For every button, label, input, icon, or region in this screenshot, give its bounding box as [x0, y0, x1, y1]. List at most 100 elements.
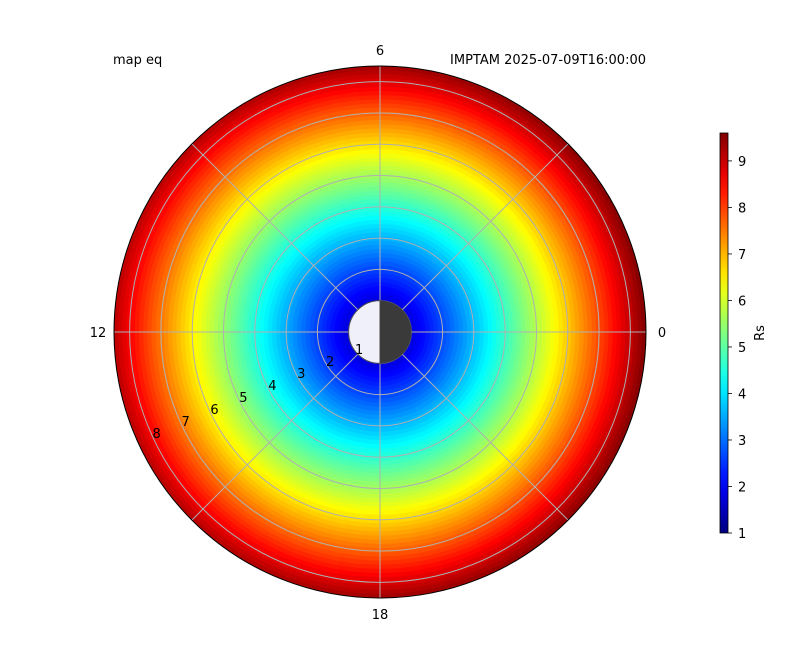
heatmap-cell	[299, 155, 318, 168]
heatmap-cell	[297, 294, 305, 305]
heatmap-cell	[365, 367, 371, 373]
heatmap-cell	[465, 338, 472, 348]
heatmap-cell	[380, 489, 396, 495]
heatmap-cell	[231, 293, 240, 309]
heatmap-cell	[494, 247, 507, 262]
heatmap-cell	[432, 122, 455, 133]
heatmap-cell	[477, 378, 487, 391]
heatmap-cell	[247, 211, 263, 227]
heatmap-cell	[299, 279, 309, 290]
heatmap-cell	[162, 255, 173, 278]
heatmap-cell	[229, 318, 236, 334]
heatmap-cell	[226, 457, 244, 475]
heatmap-cell	[489, 372, 499, 385]
heatmap-cell	[369, 368, 374, 374]
heatmap-cell	[341, 227, 354, 235]
heatmap-cell	[462, 371, 472, 383]
heatmap-cell	[342, 429, 355, 438]
heatmap-cell	[260, 398, 272, 413]
heatmap-cell	[296, 338, 303, 348]
heatmap-cell	[306, 239, 319, 250]
heatmap-cell	[499, 272, 510, 287]
heatmap-cell	[437, 407, 448, 418]
heatmap-cell	[231, 196, 248, 214]
heatmap-cell	[271, 359, 279, 372]
heatmap-cell	[582, 311, 589, 332]
heatmap-cell	[288, 169, 307, 182]
heatmap-cell	[487, 236, 500, 251]
heatmap-cell	[451, 201, 467, 213]
heatmap-cell	[368, 269, 375, 275]
heatmap-cell	[366, 476, 382, 483]
heatmap-cell	[155, 351, 164, 374]
heatmap-cell	[516, 413, 529, 431]
heatmap-cell	[533, 256, 545, 274]
heatmap-cell	[500, 352, 508, 366]
heatmap-cell	[280, 398, 292, 411]
heatmap-cell	[286, 165, 305, 179]
heatmap-cell	[234, 236, 248, 253]
heatmap-cell	[241, 467, 259, 484]
heatmap-cell	[206, 429, 222, 449]
heatmap-cell	[269, 213, 284, 228]
heatmap-cell	[485, 290, 493, 303]
heatmap-cell	[422, 251, 433, 261]
heatmap-cell	[534, 171, 553, 191]
heatmap-cell	[521, 486, 541, 505]
heatmap-cell	[336, 171, 353, 180]
heatmap-cell	[418, 472, 435, 482]
heatmap-cell	[296, 332, 302, 341]
heatmap-cell	[344, 460, 359, 468]
heatmap-cell	[500, 330, 506, 343]
heatmap-cell	[380, 418, 389, 425]
heatmap-cell	[238, 282, 248, 297]
heatmap-cell	[258, 386, 270, 400]
heatmap-cell	[465, 175, 483, 190]
heatmap-cell	[345, 257, 355, 265]
heatmap-cell	[383, 285, 389, 292]
heatmap-cell	[323, 536, 346, 546]
heatmap-cell	[483, 501, 504, 517]
heatmap-cell	[320, 548, 344, 559]
heatmap-cell	[213, 425, 228, 444]
heatmap-cell	[342, 468, 357, 477]
heatmap-cell	[450, 331, 456, 339]
heatmap-cell	[449, 423, 462, 435]
heatmap-cell	[271, 313, 278, 324]
heatmap-cell	[172, 349, 180, 371]
heatmap-cell	[178, 260, 189, 282]
heatmap-cell	[309, 450, 324, 462]
heatmap-cell	[228, 169, 247, 187]
heatmap-cell	[369, 219, 380, 225]
heatmap-cell	[419, 240, 431, 250]
heatmap-cell	[263, 410, 276, 425]
heatmap-cell	[574, 257, 586, 279]
heatmap-cell	[568, 401, 581, 422]
heatmap-cell	[412, 134, 432, 144]
heatmap-cell	[437, 226, 450, 237]
heatmap-cell	[494, 261, 505, 276]
heatmap-cell	[360, 551, 383, 558]
heatmap-cell	[454, 413, 467, 425]
heatmap-cell	[263, 255, 275, 269]
heatmap-cell	[449, 337, 456, 346]
heatmap-cell	[274, 262, 285, 275]
heatmap-cell	[314, 288, 323, 298]
heatmap-cell	[416, 407, 427, 416]
heatmap-cell	[519, 415, 533, 433]
heatmap-cell	[231, 233, 244, 251]
heatmap-cell	[178, 279, 188, 300]
heatmap-cell	[398, 540, 420, 548]
heatmap-cell	[560, 440, 576, 462]
heatmap-cell	[202, 169, 222, 190]
heatmap-cell	[255, 388, 266, 403]
heatmap-cell	[374, 389, 381, 395]
heatmap-cell	[331, 225, 344, 235]
heatmap-cell	[285, 364, 294, 376]
heatmap-cell	[203, 394, 216, 413]
heatmap-cell	[275, 332, 281, 343]
heatmap-cell	[485, 370, 495, 384]
heatmap-cell	[207, 361, 216, 380]
heatmap-cell	[310, 427, 323, 438]
heatmap-cell	[228, 140, 249, 159]
